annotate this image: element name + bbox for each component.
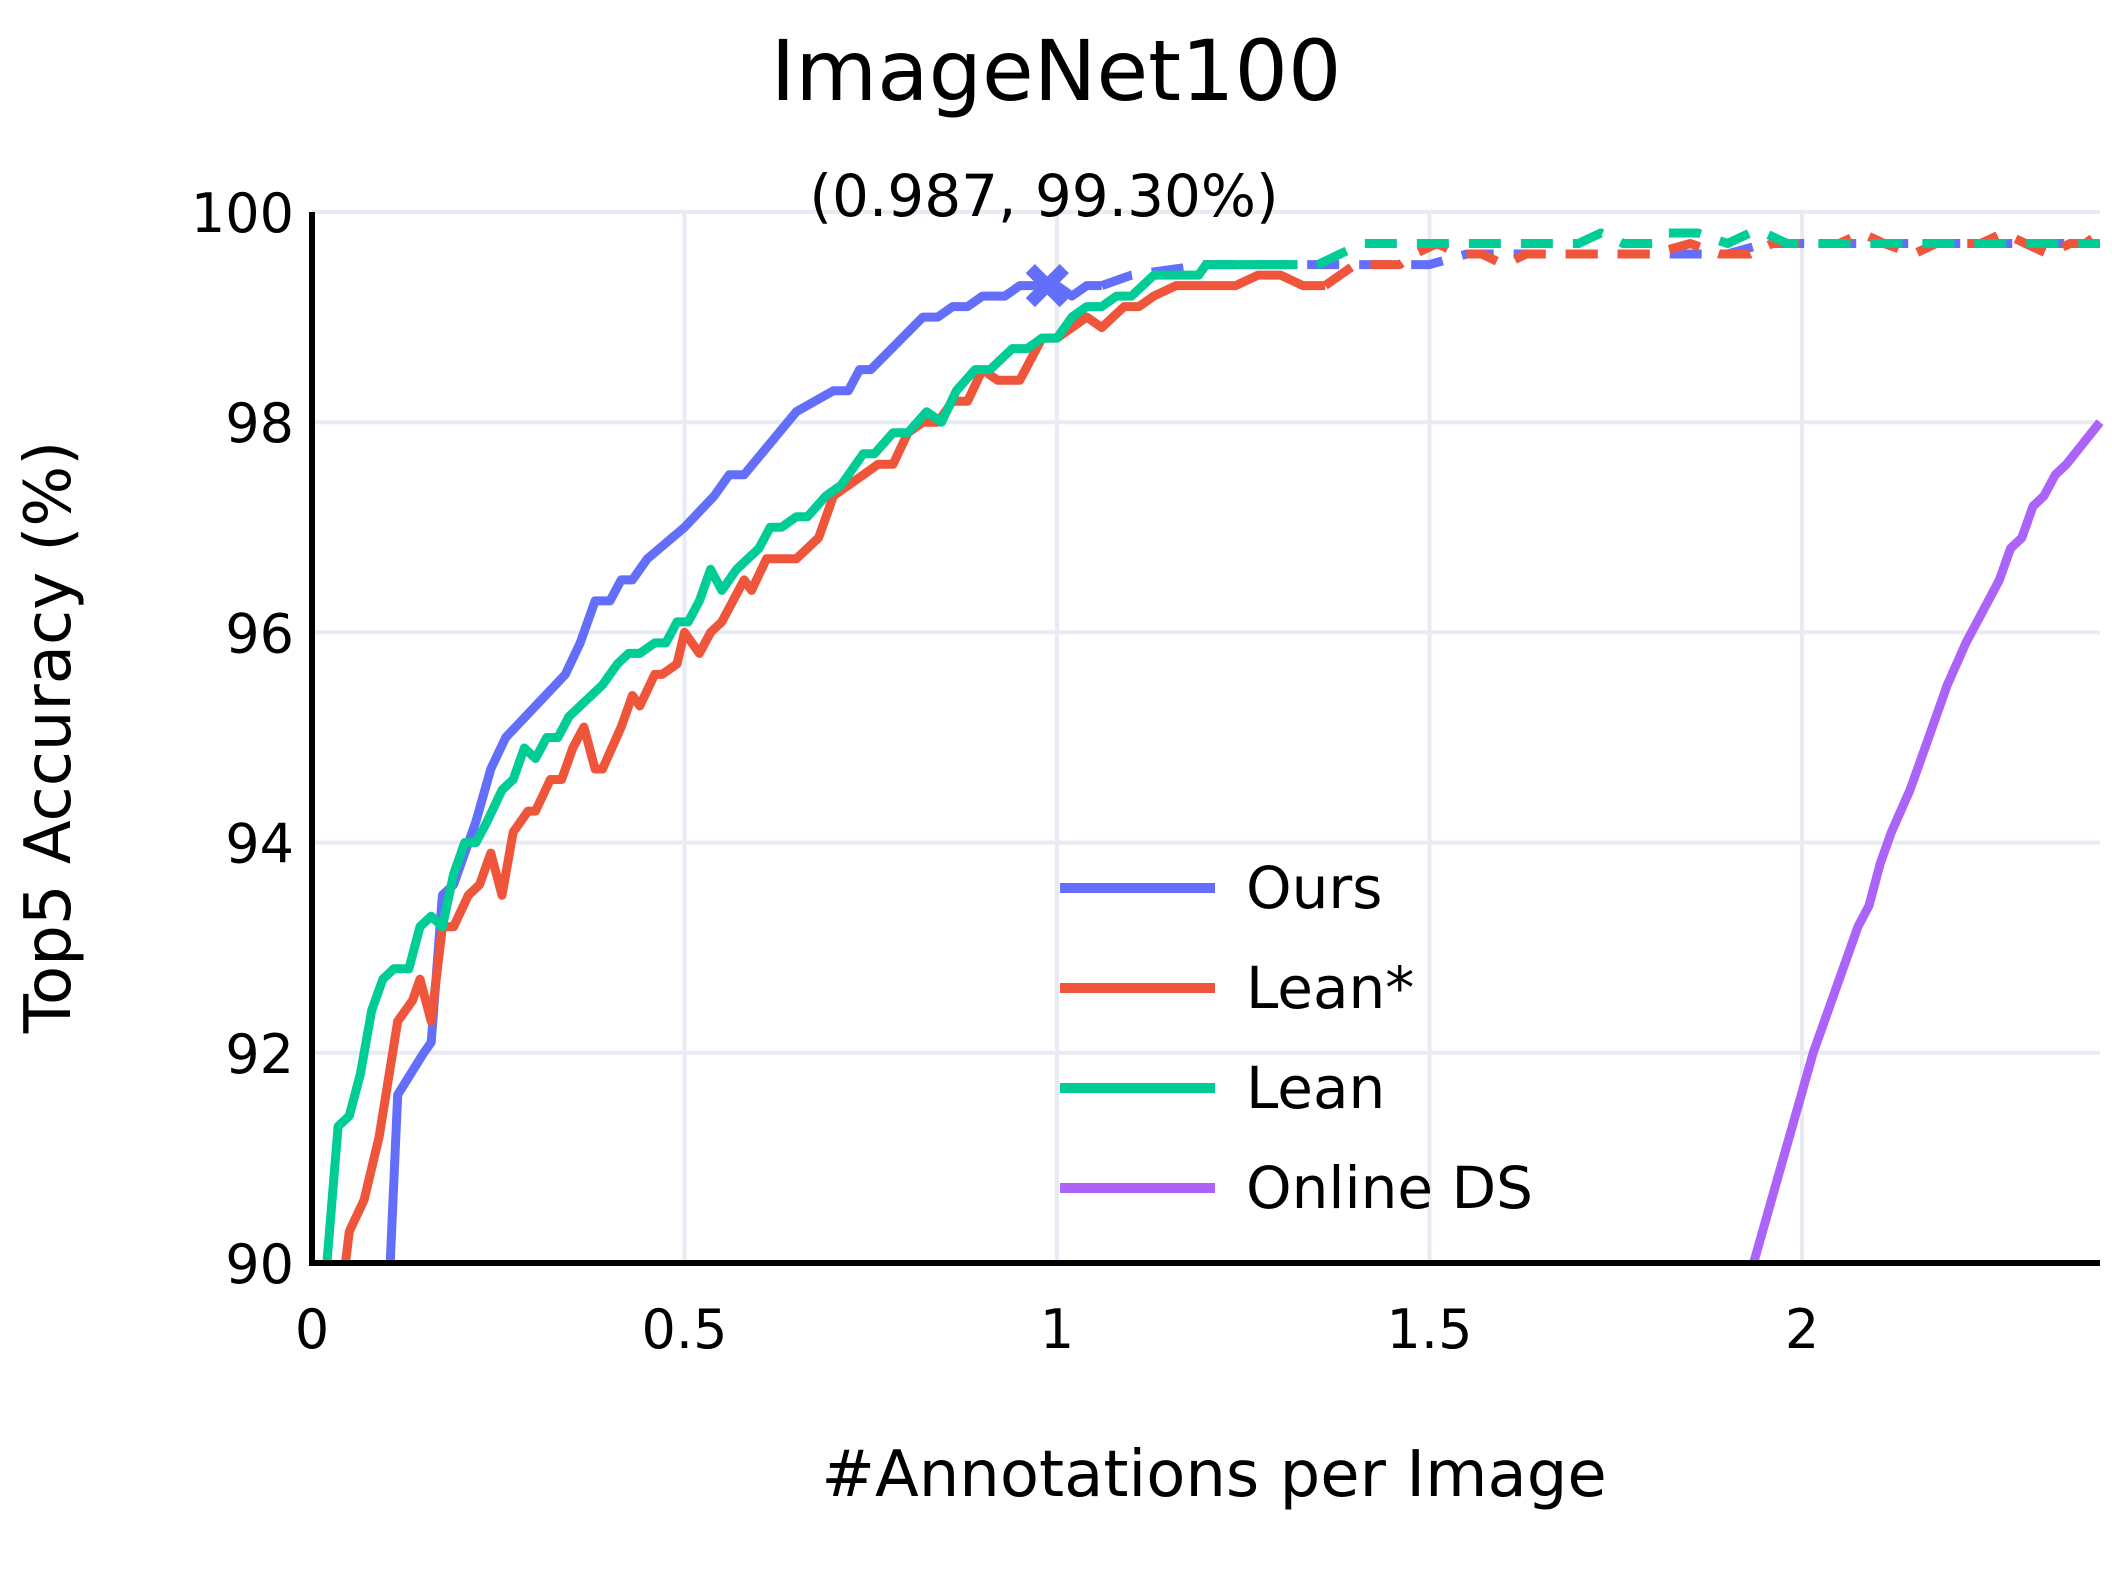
x-tick-label: 1.5: [1387, 1298, 1473, 1361]
series-line-lean: [322, 260, 1266, 1264]
grid: [312, 210, 2100, 1263]
x-axis-label: #Annotations per Image: [821, 1438, 1606, 1512]
y-tick-label: 90: [225, 1233, 294, 1296]
series-line-lean-dashed: [1265, 228, 2100, 270]
y-tick-label: 94: [225, 813, 294, 876]
annotation-marker-x: [1025, 263, 1069, 308]
axes: [309, 212, 2100, 1266]
legend-item-lean: Lean: [1060, 1054, 1385, 1122]
y-tick-label: 96: [225, 602, 294, 665]
series-line-online-ds: [1749, 419, 2104, 1265]
y-tick-label: 100: [191, 182, 294, 245]
y-tick-label: 98: [225, 392, 294, 455]
legend-item-lean-star: Lean*: [1060, 954, 1414, 1022]
legend-label: Lean*: [1246, 954, 1414, 1022]
annotation-label: (0.987, 99.30%): [809, 162, 1278, 230]
x-tick-label: 0: [295, 1298, 329, 1361]
annotation-markers: [1025, 263, 1069, 308]
x-tick-label: 1: [1040, 1298, 1074, 1361]
series-lines: [322, 228, 2104, 1265]
legend-label: Lean: [1246, 1054, 1385, 1122]
series-line-lean-star: [341, 270, 1326, 1264]
x-tick-label: 2: [1785, 1298, 1819, 1361]
y-tick-label: 92: [225, 1023, 294, 1086]
series-line-ours: [385, 281, 1102, 1264]
x-tick-label: 0.5: [642, 1298, 728, 1361]
legend-item-online-ds: Online DS: [1060, 1154, 1533, 1222]
legend-item-ours: Ours: [1060, 854, 1382, 922]
chart-title: ImageNet100: [771, 22, 1342, 120]
y-axis-label: Top5 Accuracy (%): [12, 441, 86, 1034]
legend-label: Ours: [1246, 854, 1382, 922]
legend-label: Online DS: [1246, 1154, 1533, 1222]
tick-labels: 0 0.5 1 1.5 2 90 92 94 96 98 100: [191, 182, 1819, 1361]
legend: Ours Lean* Lean Online DS: [1060, 854, 1533, 1222]
